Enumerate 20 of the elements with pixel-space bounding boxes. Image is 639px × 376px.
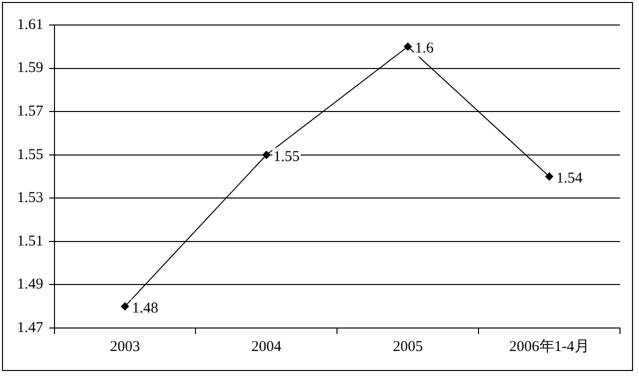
y-tick-label: 1.49 <box>17 276 44 293</box>
x-tick-label: 2005 <box>392 338 423 355</box>
point <box>120 302 129 310</box>
y-tick-label: 1.47 <box>17 320 44 336</box>
y-tick-label: 1.59 <box>17 60 44 76</box>
y-tick-label: 1.53 <box>17 190 44 206</box>
y-tick-label: 1.51 <box>17 233 44 250</box>
x-tick-label: 2003 <box>110 338 140 355</box>
x-tick-label: 2004 <box>251 338 282 355</box>
y-tick-label: 1.57 <box>17 104 44 120</box>
data-label: 1.48 <box>132 300 158 316</box>
data-label: 1.6 <box>414 40 434 57</box>
y-tick-label: 1.55 <box>17 146 44 163</box>
data-label: 1.55 <box>273 148 300 165</box>
x-tick-label: 2006年1-4月 <box>509 338 590 355</box>
point <box>404 42 412 51</box>
data-label: 1.54 <box>556 170 584 186</box>
point <box>545 172 554 180</box>
point <box>262 150 270 159</box>
y-tick-label: 1.61 <box>17 16 44 33</box>
